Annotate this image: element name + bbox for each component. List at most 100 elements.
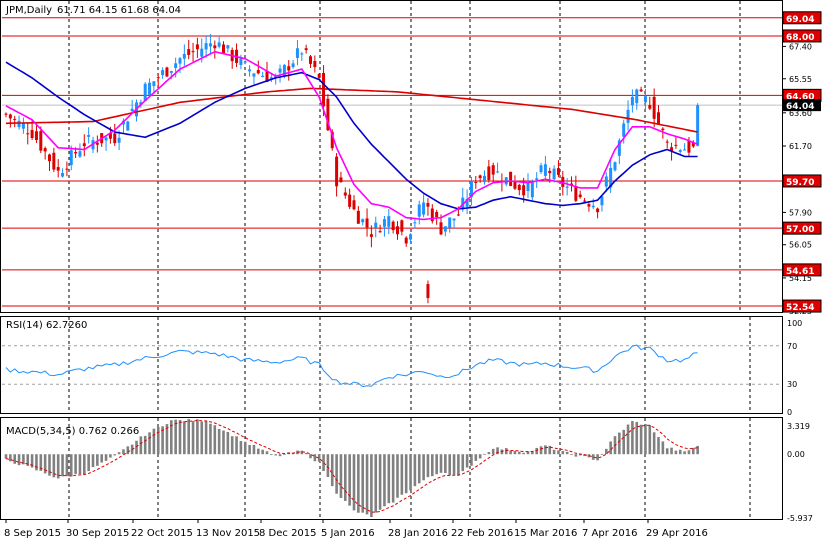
price-level-label-box xyxy=(782,299,822,313)
macd-bar xyxy=(374,454,378,513)
macd-bar xyxy=(518,451,521,455)
macd-bar xyxy=(352,454,356,511)
macd-bar xyxy=(226,431,230,455)
macd-bar xyxy=(652,432,656,455)
macd-bar xyxy=(426,454,430,478)
candle-body xyxy=(469,180,473,198)
macd-bar xyxy=(535,447,538,455)
candle-body xyxy=(200,48,204,57)
candle-body xyxy=(187,49,191,55)
macd-bar xyxy=(204,421,208,455)
candle-body xyxy=(4,113,8,115)
candle-body xyxy=(82,143,86,147)
candle-body xyxy=(369,234,373,237)
candle-body xyxy=(195,44,199,50)
candle-body xyxy=(426,284,430,299)
macd-bar xyxy=(152,428,156,455)
macd-bar xyxy=(504,448,508,455)
candle-body xyxy=(26,133,30,135)
candle-body xyxy=(113,133,117,144)
macd-bar xyxy=(30,454,34,468)
macd-bar xyxy=(657,437,660,455)
candle-body xyxy=(348,194,352,207)
candle-body xyxy=(648,105,652,109)
macd-bar xyxy=(265,451,269,455)
macd-bar xyxy=(665,448,669,455)
y-tick-label: 57.90 xyxy=(789,208,812,217)
candle-body xyxy=(156,77,160,79)
candle-body xyxy=(56,167,60,171)
y-tick-label: 63.60 xyxy=(789,109,812,118)
candle-body xyxy=(130,108,134,112)
macd-bar xyxy=(300,450,304,455)
macd-bar xyxy=(396,454,399,498)
macd-bar xyxy=(522,452,525,455)
candle-body xyxy=(409,234,413,240)
candle-body xyxy=(304,48,308,51)
candle-body xyxy=(222,44,225,54)
candle-body xyxy=(517,184,521,191)
macd-bar xyxy=(552,449,556,455)
candle-body xyxy=(152,81,156,86)
candle-body xyxy=(313,60,317,68)
price-level-label: 57.00 xyxy=(786,225,814,235)
macd-bar xyxy=(544,445,547,455)
level-labels: 69.04 68.00 64.60 59.70 57.00 54.61 52.54 64.04 xyxy=(782,11,822,313)
ma-mid-line xyxy=(5,61,698,210)
macd-bar xyxy=(670,447,673,455)
rsi-y-tick-label: 30 xyxy=(787,380,797,389)
candle-body xyxy=(13,118,17,120)
macd-bar xyxy=(222,430,225,455)
macd-bar xyxy=(596,454,599,461)
macd-bar xyxy=(200,421,204,455)
macd-panel-frame xyxy=(0,417,783,520)
candle-body xyxy=(491,165,495,175)
macd-bar xyxy=(570,454,573,456)
macd-bar xyxy=(557,450,560,455)
price-candles xyxy=(4,34,700,304)
macd-bar xyxy=(344,454,347,501)
macd-bar xyxy=(65,454,69,477)
rsi-panel-frame xyxy=(0,316,783,414)
macd-bar xyxy=(35,454,38,471)
macd-bar xyxy=(48,454,51,476)
macd-bar xyxy=(444,454,447,473)
macd-bar xyxy=(496,447,499,455)
macd-title: MACD(5,34,5) 0.762 0.266 xyxy=(6,426,139,437)
macd-bar xyxy=(644,424,647,455)
candle-body xyxy=(404,237,408,244)
candle-body xyxy=(513,181,517,189)
macd-bar xyxy=(491,448,495,455)
macd-bar xyxy=(461,454,465,472)
macd-bar xyxy=(148,432,151,455)
candle-body xyxy=(300,53,304,55)
price-level-label: 68.00 xyxy=(786,33,814,43)
candle-body xyxy=(439,222,443,235)
macd-bar xyxy=(478,454,482,459)
macd-bar xyxy=(622,429,625,455)
candle-body xyxy=(30,130,34,139)
x-tick-label: 30 Sep 2015 xyxy=(66,528,129,539)
candle-body xyxy=(261,75,265,77)
candle-body xyxy=(339,177,343,183)
macd-bar xyxy=(13,454,16,464)
candle-body xyxy=(526,182,530,192)
candle-body xyxy=(330,131,334,149)
macd-bar xyxy=(561,450,565,455)
x-tick-label: 29 Apr 2016 xyxy=(646,528,708,539)
candle-body xyxy=(683,149,687,151)
macd-bar xyxy=(178,420,182,455)
candle-body xyxy=(74,152,78,154)
macd-signal-line xyxy=(5,419,698,513)
rsi-level-lines xyxy=(2,345,782,385)
macd-bar xyxy=(270,454,273,456)
candle-body xyxy=(52,152,56,170)
x-tick-label: 8 Dec 2015 xyxy=(259,528,317,539)
macd-bar xyxy=(261,449,264,455)
macd-bar xyxy=(526,451,530,455)
rsi-y-tick-label: 0 xyxy=(787,408,792,417)
macd-bar xyxy=(626,424,630,455)
candle-body xyxy=(291,63,295,68)
macd-bar xyxy=(348,454,351,506)
macd-bar xyxy=(235,436,238,455)
